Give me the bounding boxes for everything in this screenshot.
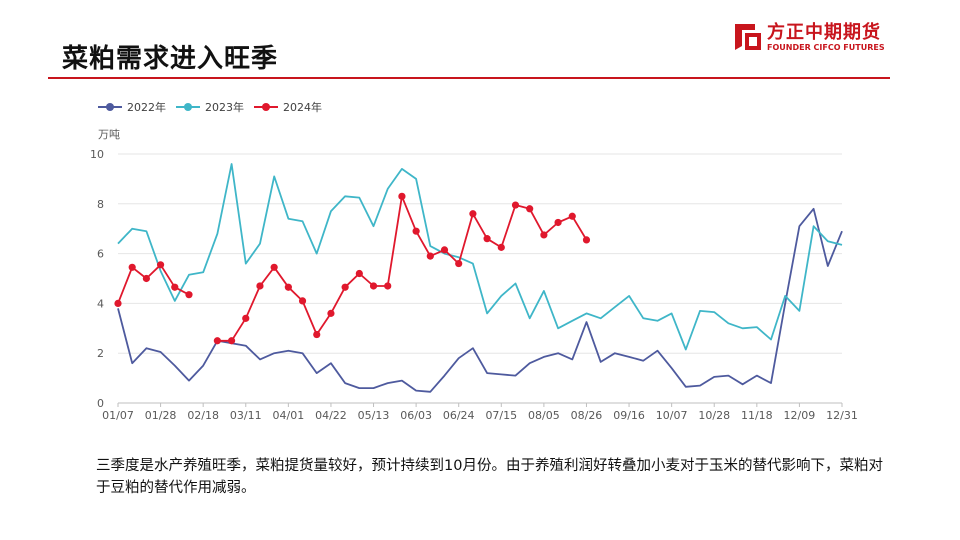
data-point-2 [511,201,520,209]
data-point-2 [114,299,122,307]
x-tick-label: 12/09 [784,409,816,420]
x-tick-label: 05/13 [358,409,390,420]
y-tick-label: 4 [97,297,104,310]
data-point-2 [412,227,420,235]
x-tick-label: 02/18 [187,409,219,420]
legend-label-1: 2023年 [205,100,244,114]
data-point-2 [554,218,562,227]
x-tick-label: 01/07 [102,409,134,420]
y-axis-unit: 万吨 [98,128,120,141]
data-point-2 [398,192,406,200]
data-point-2 [213,337,221,345]
x-tick-label: 06/03 [400,409,432,420]
data-point-2 [171,283,179,291]
x-tick-label: 08/05 [528,409,560,420]
y-tick-label: 8 [97,198,104,211]
y-tick-label: 0 [97,397,104,410]
chart-svg: 0 2 4 6 8 10 万吨 01/07 01/28 02/18 03/11 04/01 04/22 0… [90,100,858,422]
data-point-2 [469,210,477,218]
logo-name-cn: 方正中期期货 [767,22,881,43]
series-line-2 [117,195,588,342]
x-tick-label: 08/26 [571,409,603,420]
data-point-2 [242,314,250,322]
data-point-2 [369,282,378,290]
title-divider [48,77,890,79]
logo-mark-icon [735,24,761,50]
data-point-2 [497,243,505,251]
data-point-2 [298,297,307,305]
data-point-2 [355,269,363,278]
legend-marker-0 [106,103,114,111]
x-tick-label: 04/22 [315,409,347,420]
data-point-2 [256,282,264,290]
data-point-2 [384,282,392,290]
data-point-2 [568,212,576,220]
data-point-2 [440,246,449,254]
data-point-2 [483,235,491,243]
x-tick-label: 10/07 [656,409,688,420]
legend-label-0: 2022年 [127,100,166,114]
analysis-note: 三季度是水产养殖旺季，菜粕提货量较好，预计持续到10月份。由于养殖利润好转叠加小… [96,458,883,496]
line-chart: 0 2 4 6 8 10 万吨 01/07 01/28 02/18 03/11 04/01 04/22 0… [80,90,870,422]
data-point-2 [284,283,292,291]
data-point-2 [341,283,349,291]
data-point-2 [142,274,150,283]
legend-marker-2 [262,103,270,111]
data-point-2 [426,252,434,260]
series-line-1 [117,163,843,351]
data-point-2 [128,263,136,271]
x-tick-label: 06/24 [443,409,475,420]
data-point-2 [313,330,321,339]
data-point-2 [185,291,193,299]
x-tick-label: 11/18 [741,409,773,420]
x-tick-label: 09/16 [613,409,645,420]
y-tick-label: 2 [97,347,104,360]
data-point-2 [455,259,463,268]
data-point-2 [582,236,591,244]
y-tick-label: 10 [90,148,104,161]
data-point-2 [526,205,534,213]
legend-marker-1 [184,103,192,111]
data-point-2 [227,337,236,345]
legend-label-2: 2024年 [283,100,322,114]
x-tick-label: 01/28 [145,409,177,420]
data-point-2 [327,309,335,317]
data-point-2 [156,261,165,269]
data-point-2 [540,231,548,239]
x-tick-label: 10/28 [698,409,730,420]
logo-name-en: FOUNDER CIFCO FUTURES [767,43,885,52]
series-line-0 [117,207,843,393]
y-tick-label: 6 [97,248,104,261]
x-tick-label: 03/11 [230,409,262,420]
data-point-2 [270,263,278,271]
slide-title: 菜粕需求进入旺季 [62,44,279,74]
x-tick-label: 04/01 [273,409,305,420]
x-tick-label: 12/31 [826,409,858,420]
company-logo: 方正中期期货 FOUNDER CIFCO FUTURES [733,16,893,56]
x-tick-label: 07/15 [485,409,517,420]
